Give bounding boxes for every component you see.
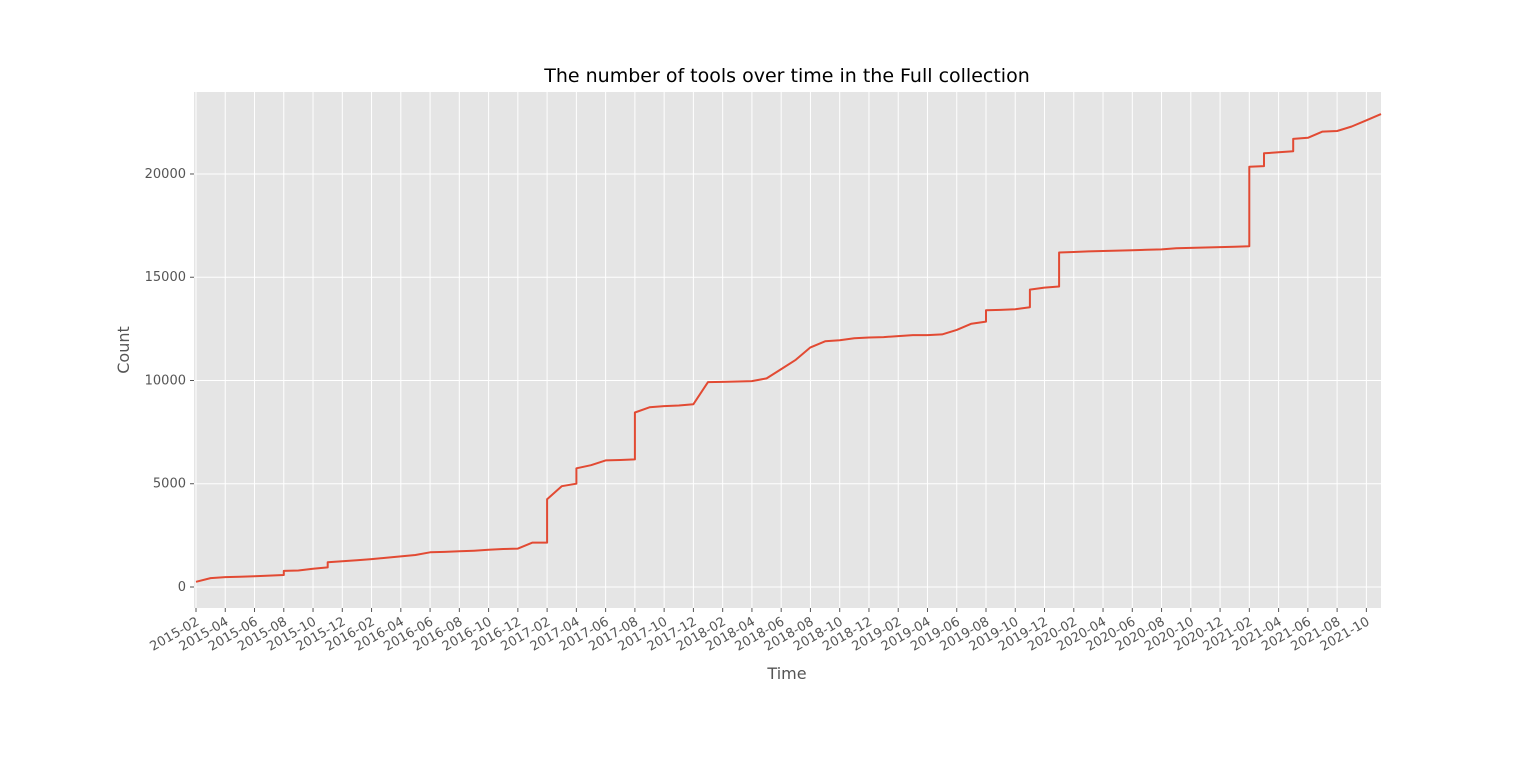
x-axis-label: Time — [766, 664, 806, 683]
y-tick-label: 10000 — [145, 373, 186, 388]
y-tick-label: 15000 — [145, 270, 186, 285]
plot-area — [194, 92, 1381, 608]
y-tick-label: 0 — [178, 580, 186, 595]
y-axis-label: Count — [114, 326, 133, 374]
chart-title: The number of tools over time in the Ful… — [543, 65, 1029, 87]
data-line — [195, 113, 1382, 583]
y-tick-label: 5000 — [153, 477, 186, 492]
y-tick-label: 20000 — [145, 167, 186, 182]
